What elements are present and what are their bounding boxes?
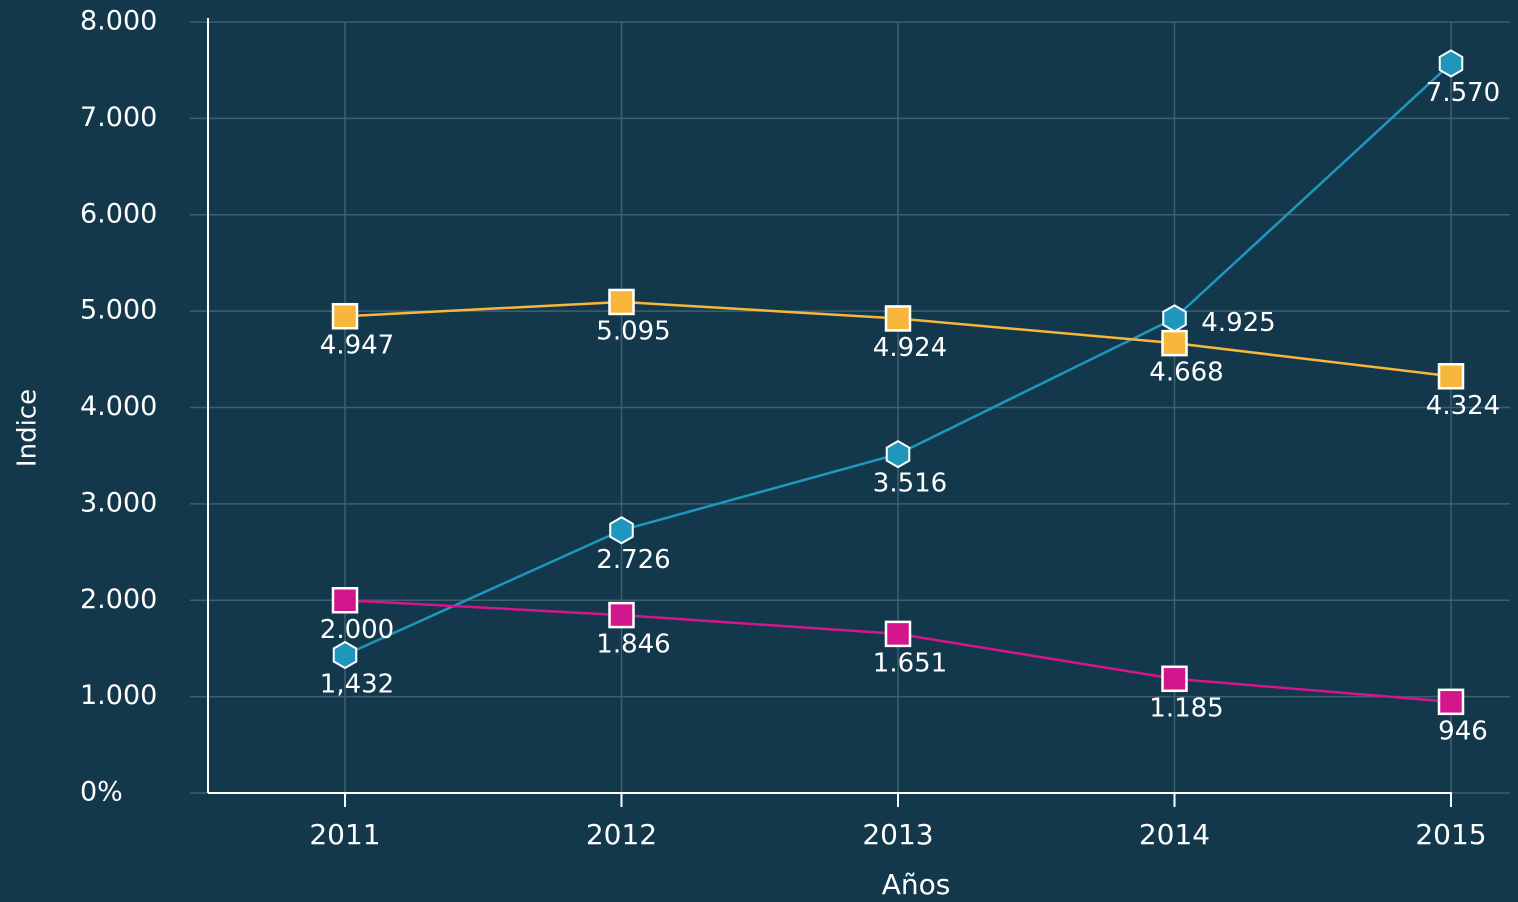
data-label: 4.924 (873, 333, 947, 363)
y-tick-label: 3.000 (80, 487, 157, 518)
data-label: 2.726 (596, 545, 670, 575)
data-label: 4.925 (1201, 308, 1275, 338)
marker (885, 439, 911, 469)
marker (332, 640, 358, 670)
data-label: 5.095 (596, 316, 670, 346)
marker (1161, 665, 1188, 693)
y-tick-label: 2.000 (80, 584, 157, 615)
x-axis-label: Años (882, 868, 951, 901)
y-axis-label: Indice (13, 389, 43, 467)
data-label: 1.846 (596, 630, 670, 660)
marker (331, 302, 359, 330)
marker (884, 305, 912, 332)
data-label: 3.516 (873, 469, 947, 499)
y-tick-label: 7.000 (80, 102, 157, 133)
marker (1438, 49, 1464, 78)
marker (1437, 688, 1465, 716)
marker (884, 620, 912, 648)
marker (1162, 304, 1187, 333)
data-label: 946 (1438, 716, 1488, 746)
data-label: 4.947 (320, 331, 394, 361)
y-tick-label: 6.000 (80, 198, 157, 229)
marker (331, 587, 359, 614)
marker (608, 601, 635, 629)
y-tick-label: 4.000 (80, 391, 157, 422)
data-label: 2.000 (320, 615, 394, 645)
data-label: 4.324 (1426, 391, 1500, 421)
x-tick-label: 2012 (586, 818, 657, 851)
data-label: 7.570 (1426, 78, 1500, 108)
x-tick-label: 2015 (1415, 818, 1486, 851)
x-tick-label: 2014 (1139, 818, 1210, 851)
data-label: 1.185 (1149, 693, 1223, 723)
x-tick-label: 2013 (862, 818, 933, 851)
marker (1161, 329, 1188, 357)
y-tick-label: 5.000 (80, 295, 157, 326)
marker (609, 516, 634, 545)
data-label: 4.668 (1149, 358, 1223, 388)
y-tick-label: 1.000 (80, 680, 157, 711)
y-tick-label: 8.000 (80, 6, 157, 37)
data-label: 1,432 (320, 669, 394, 699)
data-label: 1.651 (873, 648, 947, 678)
marker (1437, 363, 1465, 390)
marker (608, 288, 635, 316)
y-tick-label: 0% (80, 777, 123, 808)
x-tick-label: 2011 (309, 818, 380, 851)
